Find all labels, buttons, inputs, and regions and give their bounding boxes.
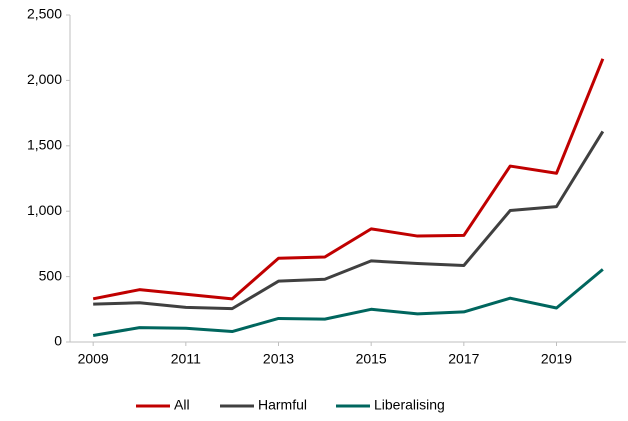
y-tick-label: 500 [39, 267, 63, 283]
x-tick-label: 2015 [356, 351, 387, 367]
legend-label: All [174, 397, 190, 413]
x-tick-label: 2013 [263, 351, 294, 367]
legend-label: Harmful [258, 397, 307, 413]
line [92, 58, 605, 301]
line [92, 268, 604, 337]
y-tick-label: 1,000 [27, 202, 62, 218]
y-tick-label: 2,000 [27, 71, 62, 87]
legend-label: Liberalising [374, 397, 445, 413]
y-tick-label: 1,500 [27, 137, 62, 153]
x-tick-label: 2009 [78, 351, 109, 367]
x-tick-label: 2017 [448, 351, 479, 367]
y-tick-label: 2,500 [27, 6, 62, 22]
x-tick-label: 2011 [171, 351, 201, 367]
y-tick-label: 0 [54, 333, 62, 349]
line [93, 130, 605, 311]
x-tick-label: 2019 [541, 351, 572, 367]
